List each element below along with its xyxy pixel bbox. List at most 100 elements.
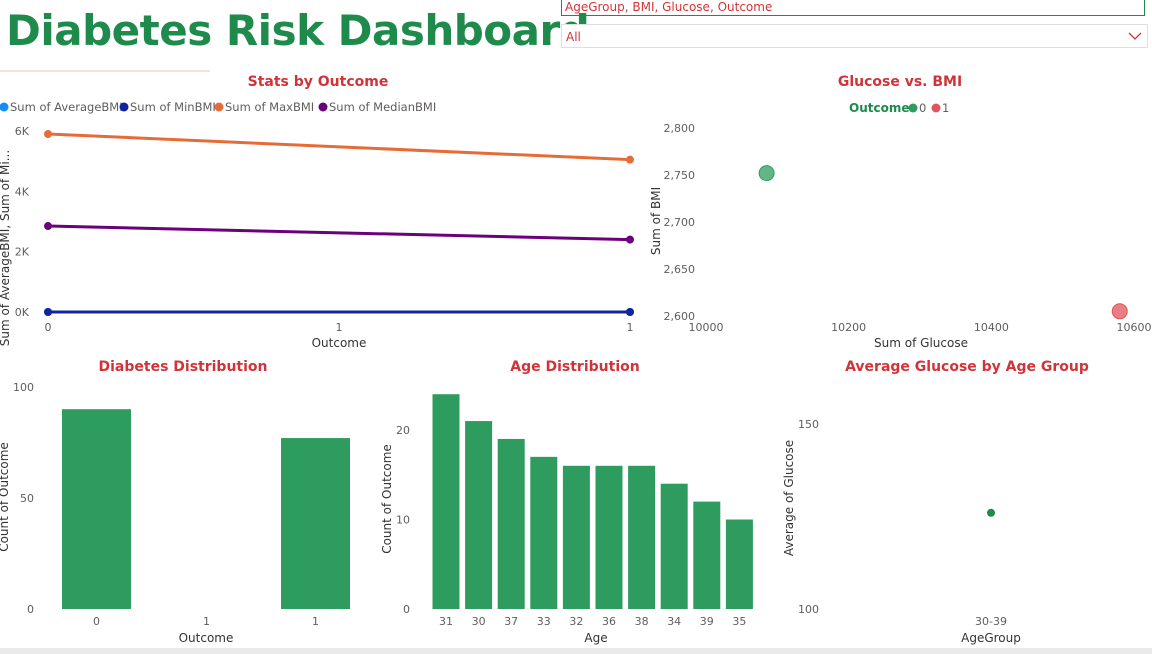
x-axis-label: Outcome xyxy=(179,631,234,645)
chart-title: Diabetes Distribution xyxy=(99,359,268,375)
y-axis-ticks: 0 10 20 xyxy=(396,424,410,616)
y-tick-label: 100 xyxy=(13,381,34,394)
x-tick-label: 30 xyxy=(472,615,486,628)
x-tick-label: 38 xyxy=(635,615,649,628)
y-tick-label: 2K xyxy=(15,246,30,259)
series-point xyxy=(626,308,634,316)
series-point xyxy=(626,235,634,244)
x-axis-ticks: 10000 10200 10400 10600 xyxy=(689,321,1152,334)
y-tick-label: 2,650 xyxy=(664,263,696,276)
x-tick-label: 39 xyxy=(700,615,714,628)
diabetes-distribution-chart: Diabetes Distribution Count of Outcome O… xyxy=(0,359,350,645)
average-glucose-chart: Average Glucose by Age Group Average of … xyxy=(782,359,1089,645)
legend-marker xyxy=(318,102,328,112)
x-tick-label: 35 xyxy=(732,615,746,628)
legend-marker xyxy=(214,102,224,112)
y-axis-label: Sum of AverageBMI, Sum of Mi... xyxy=(0,150,12,346)
bar xyxy=(465,421,493,609)
x-tick-label: 30-39 xyxy=(975,615,1007,628)
bar xyxy=(693,501,721,609)
chart-title: Glucose vs. BMI xyxy=(838,74,962,90)
chart-title: Average Glucose by Age Group xyxy=(845,359,1089,375)
bar xyxy=(660,483,688,609)
bar xyxy=(562,465,590,609)
bar xyxy=(497,438,525,609)
legend-label: Sum of MinBMI xyxy=(130,100,216,114)
y-tick-label: 20 xyxy=(396,424,410,437)
stats-by-outcome-chart: Stats by Outcome Sum of AverageBMI Sum of… xyxy=(0,74,634,350)
filter-dropdown[interactable]: All xyxy=(561,24,1148,48)
title-divider xyxy=(0,70,210,72)
x-tick-label: 33 xyxy=(537,615,551,628)
y-axis-label: Average of Glucose xyxy=(782,440,796,556)
y-tick-label: 2,800 xyxy=(664,122,696,135)
bar xyxy=(530,456,558,609)
scatter-point xyxy=(758,165,775,182)
y-tick-label: 10 xyxy=(396,514,410,527)
scatter-points xyxy=(987,508,995,517)
y-axis-label: Count of Outcome xyxy=(380,444,394,554)
scatter-points xyxy=(758,165,1128,320)
bottom-scrollbar[interactable] xyxy=(0,648,1152,654)
legend-label: Sum of MaxBMI xyxy=(225,100,314,114)
chart-title: Age Distribution xyxy=(510,359,639,375)
legend-marker xyxy=(931,103,941,113)
x-axis-label: Sum of Glucose xyxy=(874,336,968,350)
x-tick-label: 10000 xyxy=(689,321,724,334)
x-tick-label: 36 xyxy=(602,615,616,628)
chart-title: Stats by Outcome xyxy=(248,74,389,90)
y-tick-label: 2,700 xyxy=(664,216,696,229)
series-point xyxy=(626,155,634,164)
series-line xyxy=(47,132,631,162)
x-axis-ticks: 30-39 xyxy=(975,615,1007,628)
y-tick-label: 0 xyxy=(27,603,34,616)
y-tick-label: 2,750 xyxy=(664,169,696,182)
field-slicer[interactable]: AgeGroup, BMI, Glucose, Outcome xyxy=(561,0,1145,16)
y-axis-label: Sum of BMI xyxy=(650,187,663,255)
y-tick-label: 0K xyxy=(15,306,30,319)
x-tick-label: 37 xyxy=(504,615,518,628)
line-series xyxy=(44,130,634,316)
series-point xyxy=(44,222,52,231)
bar xyxy=(62,409,131,609)
y-tick-label: 0 xyxy=(403,603,410,616)
legend-marker xyxy=(119,102,129,112)
x-axis-ticks: 31 30 37 33 32 36 38 34 39 35 xyxy=(439,615,746,628)
bar-series xyxy=(432,394,753,609)
series-line xyxy=(47,224,631,242)
x-axis-ticks: 0 1 1 xyxy=(45,321,634,334)
scatter-point xyxy=(987,508,995,517)
x-tick-label: 34 xyxy=(667,615,681,628)
legend-marker xyxy=(908,103,918,113)
x-tick-label: 1 xyxy=(312,615,319,628)
field-slicer-text: AgeGroup, BMI, Glucose, Outcome xyxy=(565,0,773,14)
y-axis-ticks: 0 50 100 xyxy=(13,381,34,616)
x-axis-label: AgeGroup xyxy=(961,631,1021,645)
dropdown-value: All xyxy=(566,30,581,44)
bar-series xyxy=(62,409,350,609)
y-tick-label: 150 xyxy=(798,418,819,431)
chevron-down-icon[interactable] xyxy=(1127,28,1143,44)
x-axis-ticks: 0 1 1 xyxy=(93,615,319,628)
x-axis-label: Age xyxy=(584,631,607,645)
bar xyxy=(628,465,656,609)
legend-title: Outcome xyxy=(849,101,909,115)
bar xyxy=(595,465,623,609)
x-tick-label: 31 xyxy=(439,615,453,628)
y-axis-label: Count of Outcome xyxy=(0,442,11,552)
y-axis-ticks: 2,600 2,650 2,700 2,750 2,800 xyxy=(664,122,696,323)
x-tick-label: 10200 xyxy=(831,321,866,334)
x-tick-label: 1 xyxy=(336,321,343,334)
legend-label: 1 xyxy=(942,101,949,115)
x-tick-label: 0 xyxy=(45,321,52,334)
dashboard-title: Diabetes Risk Dashboard xyxy=(6,6,590,55)
x-tick-label: 32 xyxy=(569,615,583,628)
x-tick-label: 10400 xyxy=(974,321,1009,334)
x-tick-label: 1 xyxy=(203,615,210,628)
chart-legend: Sum of AverageBMI Sum of MinBMI Sum of Max… xyxy=(0,100,436,114)
y-tick-label: 50 xyxy=(20,492,34,505)
x-tick-label: 10600 xyxy=(1117,321,1152,334)
y-tick-label: 6K xyxy=(15,125,30,138)
